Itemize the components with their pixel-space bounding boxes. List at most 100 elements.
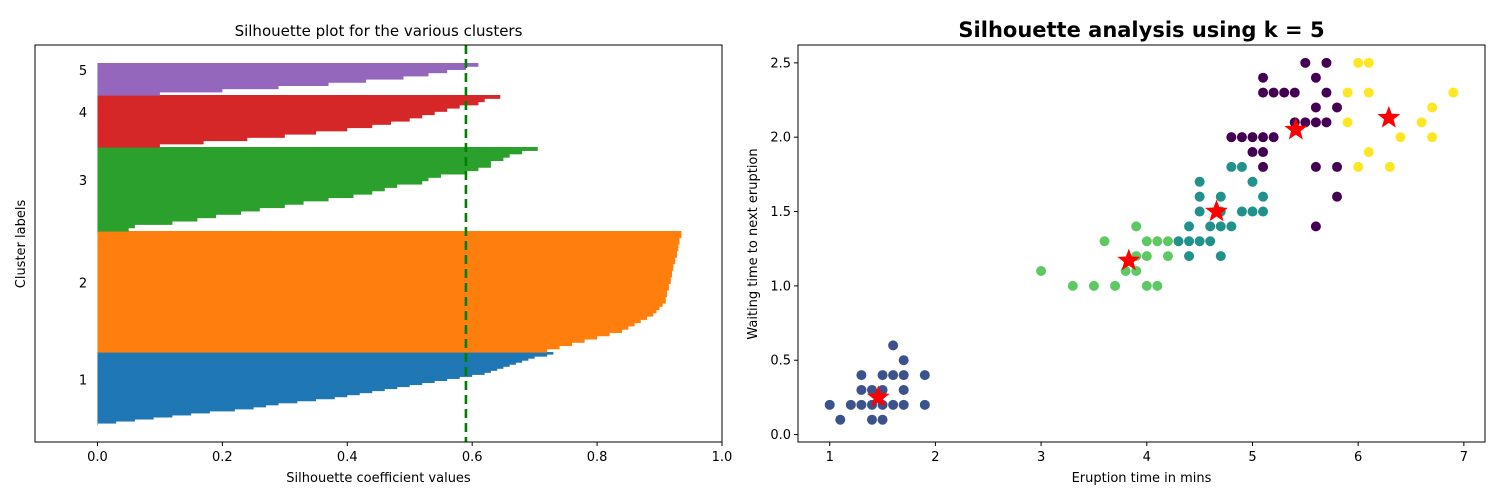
scatter-x-axis-ticks: 1 2 3 4 5 6 7 bbox=[826, 442, 1468, 465]
y-tick-label: 1.5 bbox=[770, 205, 791, 220]
silhouette-bar-cluster-4 bbox=[97, 111, 435, 116]
silhouette-bar-cluster-1 bbox=[97, 398, 317, 402]
silhouette-bar-cluster-5 bbox=[97, 79, 367, 83]
silhouette-bar-cluster-2 bbox=[97, 345, 560, 350]
x-tick-label: 0.2 bbox=[212, 450, 233, 465]
silhouette-bar-cluster-5 bbox=[97, 85, 279, 90]
silhouette-bar-cluster-1 bbox=[97, 414, 173, 418]
scatter-point-cluster-4 bbox=[1332, 191, 1343, 202]
scatter-point-cluster-5 bbox=[1427, 102, 1438, 113]
y-tick-label: 0.0 bbox=[770, 428, 791, 443]
silhouette-bar-cluster-3 bbox=[97, 167, 479, 172]
scatter-point-cluster-2 bbox=[1162, 251, 1173, 262]
silhouette-bar-cluster-3 bbox=[97, 147, 538, 151]
silhouette-bar-cluster-2 bbox=[97, 325, 629, 330]
silhouette-bar-cluster-1 bbox=[97, 392, 360, 396]
silhouette-bar-cluster-2 bbox=[97, 273, 673, 278]
y-tick-label: 2.5 bbox=[770, 56, 791, 71]
scatter-y-axis-ticks: 0.0 0.5 1.0 1.5 2.0 2.5 bbox=[770, 56, 798, 443]
scatter-point-cluster-4 bbox=[1321, 57, 1332, 68]
silhouette-bar-cluster-1 bbox=[97, 388, 385, 392]
scatter-point-cluster-4 bbox=[1300, 117, 1311, 128]
silhouette-bar-cluster-1 bbox=[97, 412, 192, 416]
silhouette-bar-cluster-2 bbox=[97, 244, 679, 248]
silhouette-bar-cluster-2 bbox=[97, 280, 671, 284]
silhouette-bar-cluster-3 bbox=[97, 207, 260, 212]
centroid-star-marker bbox=[1205, 199, 1228, 222]
scatter-point-cluster-5 bbox=[1353, 161, 1364, 172]
scatter-point-cluster-1 bbox=[877, 414, 888, 425]
cluster-centroids bbox=[866, 105, 1401, 408]
silhouette-bar-cluster-1 bbox=[97, 386, 398, 390]
silhouette-bar-cluster-3 bbox=[97, 224, 135, 229]
silhouette-bar-cluster-1 bbox=[97, 418, 135, 422]
silhouette-bar-cluster-2 bbox=[97, 266, 674, 271]
silhouette-bar-cluster-3 bbox=[97, 220, 173, 225]
scatter-point-cluster-1 bbox=[877, 370, 888, 381]
scatter-point-cluster-1 bbox=[866, 414, 877, 425]
scatter-point-cluster-3 bbox=[1184, 221, 1195, 232]
silhouette-bar-cluster-2 bbox=[97, 250, 678, 255]
scatter-point-cluster-4 bbox=[1258, 72, 1269, 83]
silhouette-bar-cluster-5 bbox=[97, 66, 466, 70]
silhouette-bar-cluster-1 bbox=[97, 416, 154, 420]
silhouette-bar-cluster-4 bbox=[97, 130, 317, 135]
silhouette-bar-cluster-3 bbox=[97, 177, 429, 182]
silhouette-bar-cluster-1 bbox=[97, 404, 267, 408]
silhouette-bar-cluster-1 bbox=[97, 400, 298, 404]
silhouette-bar-cluster-1 bbox=[97, 408, 235, 412]
cluster-labels: 1 2 3 4 5 bbox=[79, 64, 87, 389]
silhouette-plot: 0.0 0.2 0.4 0.6 0.8 1.0 1 2 3 4 5 Silhouette plot… bbox=[14, 22, 732, 486]
silhouette-bar-cluster-2 bbox=[97, 312, 654, 317]
scatter-point-cluster-1 bbox=[856, 384, 867, 395]
y-tick-label: 0.5 bbox=[770, 354, 791, 369]
scatter-point-cluster-3 bbox=[1215, 221, 1226, 232]
silhouette-bar-cluster-2 bbox=[97, 338, 585, 343]
scatter-point-cluster-4 bbox=[1268, 132, 1279, 143]
scatter-plot-title: Silhouette analysis using k = 5 bbox=[958, 18, 1324, 42]
cluster-scatter-plot: 1 2 3 4 5 6 7 0.0 0.5 1.0 1.5 2.0 2.5 Silhouette an… bbox=[746, 18, 1486, 486]
scatter-point-cluster-2 bbox=[1152, 236, 1163, 247]
x-tick-label: 3 bbox=[1037, 450, 1045, 465]
scatter-point-cluster-4 bbox=[1258, 161, 1269, 172]
silhouette-bar-cluster-1 bbox=[97, 352, 554, 355]
silhouette-bar-cluster-2 bbox=[97, 342, 573, 347]
silhouette-plot-frame bbox=[34, 44, 723, 443]
silhouette-bar-cluster-2 bbox=[97, 296, 666, 301]
silhouette-bar-cluster-1 bbox=[97, 372, 485, 375]
x-tick-label: 0.4 bbox=[337, 450, 358, 465]
silhouette-bar-cluster-4 bbox=[97, 121, 391, 125]
scatter-points bbox=[824, 57, 1459, 425]
scatter-point-cluster-5 bbox=[1384, 161, 1395, 172]
scatter-plot-frame bbox=[797, 44, 1486, 443]
silhouette-bar-cluster-2 bbox=[97, 257, 676, 262]
silhouette-bar-cluster-5 bbox=[97, 88, 223, 93]
scatter-point-cluster-5 bbox=[1363, 147, 1374, 158]
x-tick-label: 0.6 bbox=[462, 450, 483, 465]
scatter-point-cluster-4 bbox=[1332, 102, 1343, 113]
scatter-point-cluster-4 bbox=[1300, 57, 1311, 68]
scatter-point-cluster-3 bbox=[1226, 221, 1237, 232]
silhouette-bar-cluster-4 bbox=[97, 104, 460, 109]
silhouette-bar-cluster-5 bbox=[97, 72, 429, 77]
scatter-point-cluster-3 bbox=[1215, 191, 1226, 202]
scatter-point-cluster-3 bbox=[1173, 236, 1184, 247]
silhouette-bar-cluster-2 bbox=[97, 322, 635, 327]
centroid-star-marker bbox=[1284, 117, 1308, 140]
silhouette-x-axis-ticks: 0.0 0.2 0.4 0.6 0.8 1.0 bbox=[87, 442, 732, 465]
x-tick-label: 4 bbox=[1143, 450, 1151, 465]
silhouette-bar-cluster-1 bbox=[97, 374, 473, 377]
scatter-point-cluster-1 bbox=[898, 370, 909, 381]
y-tick-label: 2.0 bbox=[770, 131, 791, 146]
scatter-point-cluster-1 bbox=[898, 384, 909, 395]
scatter-point-cluster-2 bbox=[1067, 280, 1078, 291]
scatter-point-cluster-2 bbox=[1141, 236, 1152, 247]
x-tick-label: 6 bbox=[1354, 450, 1362, 465]
scatter-point-cluster-5 bbox=[1427, 132, 1438, 143]
cluster-label: 3 bbox=[79, 174, 87, 189]
silhouette-bar-cluster-2 bbox=[97, 293, 668, 298]
scatter-point-cluster-4 bbox=[1258, 147, 1269, 158]
silhouette-bar-cluster-1 bbox=[97, 368, 498, 371]
scatter-point-cluster-4 bbox=[1226, 132, 1237, 143]
